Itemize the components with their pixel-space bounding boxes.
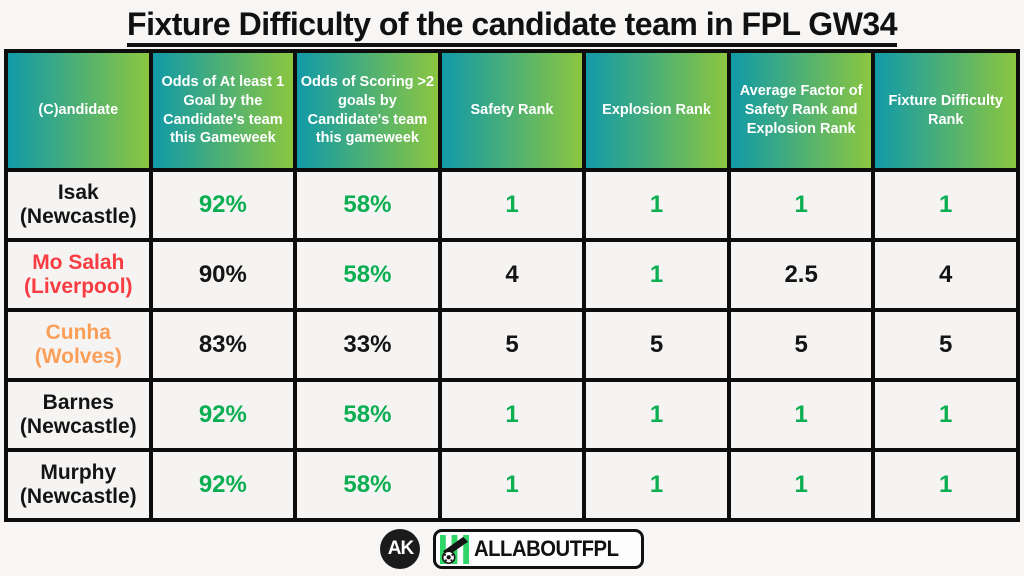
- value-cell: 4: [441, 242, 583, 308]
- value-cell: 1: [586, 452, 727, 518]
- header-odds-1goal: Odds of At least 1 Goal by the Candidate…: [152, 53, 294, 168]
- value-cell: 1: [875, 382, 1016, 448]
- value-cell: 1: [441, 452, 583, 518]
- value-cell: 92%: [152, 382, 294, 448]
- header-safety-rank: Safety Rank: [441, 53, 583, 168]
- value-cell: 33%: [297, 312, 438, 378]
- value-cell: 1: [441, 382, 583, 448]
- value-cell: 5: [875, 312, 1016, 378]
- value-cell: 1: [441, 172, 583, 238]
- header-fixture-difficulty-rank: Fixture Difficulty Rank: [875, 53, 1016, 168]
- value-cell: 1: [730, 382, 872, 448]
- value-cell: 5: [441, 312, 583, 378]
- fixture-difficulty-table: (C)andidate Odds of At least 1 Goal by t…: [4, 49, 1020, 522]
- value-cell: 90%: [152, 242, 294, 308]
- value-cell: 5: [730, 312, 872, 378]
- candidate-name: Mo Salah (Liverpool): [8, 242, 149, 308]
- value-cell: 1: [730, 172, 872, 238]
- header-candidate: (C)andidate: [8, 53, 149, 168]
- candidate-name: Barnes (Newcastle): [8, 382, 149, 448]
- value-cell: 92%: [152, 452, 294, 518]
- value-cell: 92%: [152, 172, 294, 238]
- value-cell: 5: [586, 312, 727, 378]
- header-explosion-rank: Explosion Rank: [586, 53, 727, 168]
- value-cell: 1: [586, 382, 727, 448]
- page-title: Fixture Difficulty of the candidate team…: [127, 6, 897, 48]
- value-cell: 58%: [297, 242, 438, 308]
- value-cell: 58%: [297, 452, 438, 518]
- brand-wordmark: ALLABOUTFPL: [474, 536, 619, 561]
- footer: AK ALLABOUTFPL: [0, 528, 1024, 570]
- value-cell: 83%: [152, 312, 294, 378]
- value-cell: 1: [875, 172, 1016, 238]
- candidate-name: Murphy (Newcastle): [8, 452, 149, 518]
- header-average-factor: Average Factor of Safety Rank and Explos…: [730, 53, 872, 168]
- value-cell: 58%: [297, 382, 438, 448]
- soccer-player-icon: [440, 534, 470, 564]
- candidate-name: Cunha (Wolves): [8, 312, 149, 378]
- allaboutfpl-logo: ALLABOUTFPL: [433, 529, 644, 569]
- value-cell: 1: [875, 452, 1016, 518]
- ak-logo: AK: [380, 529, 421, 569]
- value-cell: 58%: [297, 172, 438, 238]
- value-cell: 1: [730, 452, 872, 518]
- value-cell: 2.5: [730, 242, 872, 308]
- header-odds-2goals: Odds of Scoring >2 goals by Candidate's …: [297, 53, 438, 168]
- candidate-name: Isak (Newcastle): [8, 172, 149, 238]
- value-cell: 1: [586, 172, 727, 238]
- value-cell: 4: [875, 242, 1016, 308]
- value-cell: 1: [586, 242, 727, 308]
- ak-logo-text: AK: [387, 538, 414, 559]
- title-bar: Fixture Difficulty of the candidate team…: [0, 0, 1024, 48]
